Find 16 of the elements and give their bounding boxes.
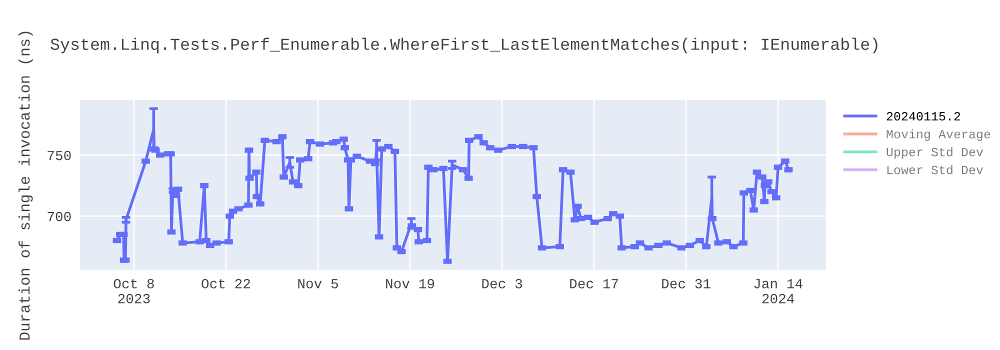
x-tick-label: Oct 22 [202,278,250,288]
y-tick-label: 700 [48,212,71,222]
legend-label: Upper Std Dev [886,147,984,159]
chart-title: System.Linq.Tests.Perf_Enumerable.WhereFirst_LastElementMatches(input: IEnumerable) [50,38,878,54]
x-tick-label: Nov 19 [386,278,434,288]
x-tick-label: Dec 17 [570,279,618,288]
y-tick-label: 750 [48,150,71,160]
legend-label: Lower Std Dev [887,165,984,174]
legend-label: Moving Average [886,129,990,141]
x-tick-label: Dec 31 [662,278,710,288]
legend-label: 20240115.2 [886,112,960,121]
x-tick-label: Nov 5 [298,279,338,288]
y-axis-title: Duration of single invocation (ns) [18,32,33,340]
x-tick-label: Dec 3 [482,278,522,288]
x-tick-label: Jan 14 2024 [754,279,802,304]
x-tick-label: Oct 8 2023 [114,278,154,304]
